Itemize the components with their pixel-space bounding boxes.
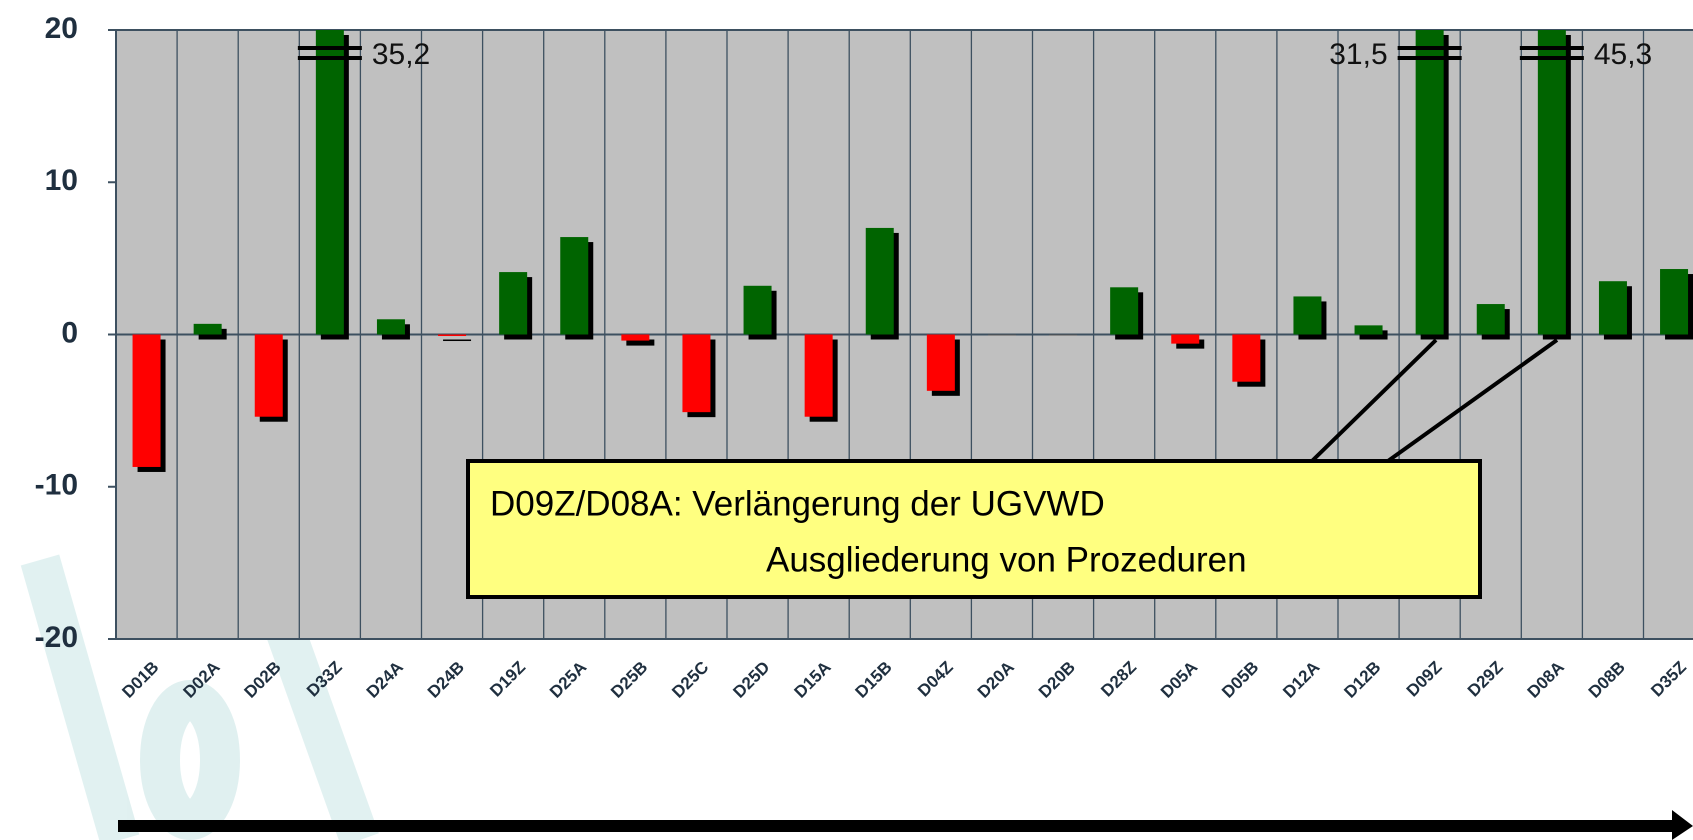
bar-shadow [626,339,655,346]
bar [926,334,955,391]
x-tick-label: D08B [1585,658,1629,702]
x-tick-label: D12A [1279,658,1323,702]
bar [682,334,711,413]
bar [499,272,528,335]
x-tick-label: D15A [790,658,834,702]
x-tick-label: D15B [852,658,896,702]
x-tick-label: D24B [424,658,468,702]
bar [1415,30,1444,335]
annotation-text: Ausgliederung von Prozeduren [766,540,1247,579]
bar [1354,325,1383,335]
bar [315,30,344,335]
x-tick-label: D29Z [1464,658,1507,701]
bar [743,285,772,335]
bar [621,334,650,341]
bar [1476,304,1505,335]
x-tick-label: D09Z [1403,658,1446,701]
bar-shadow [443,339,472,342]
bar [132,334,161,467]
x-tick-label: D35Z [1647,658,1690,701]
annotation-box [466,459,1482,599]
x-tick-label: D20B [1035,658,1079,702]
bar [804,334,833,417]
annotation-pointer [1386,338,1559,463]
bar [1660,269,1689,335]
y-tick-label: 20 [45,12,78,45]
bar-shadow [1359,330,1388,340]
x-tick-label: D12B [1340,658,1384,702]
bar [1293,296,1322,335]
y-tick-label: 0 [61,316,78,349]
arrow-head [1672,810,1693,840]
x-tick-label: D25A [546,658,590,702]
y-tick-label: 10 [45,164,78,197]
x-tick-label: D05A [1157,658,1201,702]
x-tick-label: D04Z [914,658,957,701]
x-tick-label: D24A [363,658,407,702]
bar [1110,287,1139,335]
bar [1049,334,1078,336]
y-tick-label: -20 [35,621,78,654]
x-tick-label: D01B [118,658,162,702]
x-tick-label: D05B [1218,658,1262,702]
x-tick-label: D20A [974,658,1018,702]
x-tick-label: D08A [1524,658,1568,702]
bar [865,227,894,335]
bar [1598,281,1627,335]
y-tick-label: -10 [35,469,78,502]
value-label: 35,2 [372,38,430,71]
bar [987,334,1016,336]
bar [254,334,283,417]
bar [376,319,405,335]
bar [193,323,222,335]
x-tick-label: D28Z [1097,658,1140,701]
annotation-pointer [1310,338,1438,463]
bar [1537,30,1566,335]
value-label: 45,3 [1594,38,1652,71]
bar [560,237,589,335]
x-tick-label: D19Z [486,658,529,701]
bar-shadow [1176,339,1205,349]
x-tick-label: D25C [668,658,712,702]
x-tick-label: D25B [607,658,651,702]
bar [1232,334,1261,382]
x-tick-label: D25D [729,658,773,702]
bar [438,334,467,337]
annotation-text: D09Z/D08A: Verlängerung der UGVWD [490,484,1105,523]
value-label: 31,5 [1329,38,1387,71]
bar [1171,334,1200,344]
